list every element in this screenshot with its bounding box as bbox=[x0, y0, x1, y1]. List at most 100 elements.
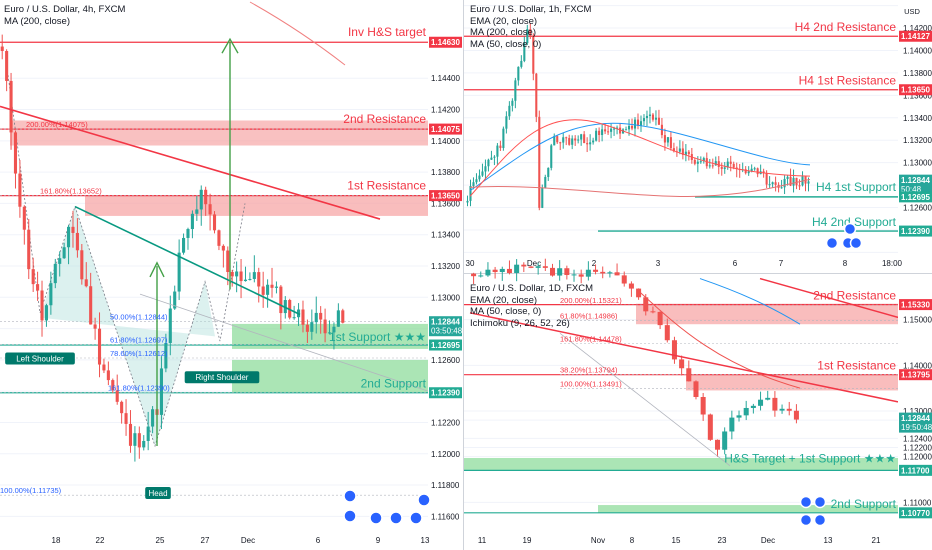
candle-1h-body bbox=[732, 163, 735, 168]
candle-1h-body bbox=[604, 129, 607, 132]
candle-1h-body bbox=[541, 187, 544, 208]
candle-1h-body bbox=[508, 105, 511, 117]
candle-1h-body bbox=[636, 119, 640, 126]
time-axis-1d-x-tick: 11 bbox=[478, 536, 487, 545]
fib-4h-label: 50.00%(1.12844) bbox=[110, 313, 168, 322]
time-axis-4h-x-tick: 13 bbox=[421, 536, 430, 545]
pattern-label-text: Head bbox=[148, 489, 167, 498]
zigzag-4h bbox=[7, 75, 246, 448]
candle-1h-body bbox=[783, 178, 786, 188]
legend-4h: Euro / U.S. Dollar, 4h, FXCM MA (200, cl… bbox=[4, 4, 125, 27]
candle-1h-body bbox=[645, 115, 649, 119]
candle-1h-body bbox=[678, 148, 681, 152]
candle-4h-body bbox=[106, 370, 110, 381]
candle-1d-body bbox=[636, 288, 642, 298]
level-4h-label: Inv H&S target bbox=[348, 25, 427, 39]
candle-1h-body bbox=[807, 181, 810, 184]
candle-4h-body bbox=[9, 80, 13, 133]
price-axis-1h-tick: 1.13600 bbox=[903, 91, 932, 100]
candle-1h-body bbox=[556, 136, 559, 143]
zone-4h-2nd-resistance bbox=[10, 120, 428, 146]
event-flag-icon bbox=[799, 513, 813, 527]
candle-1h-body bbox=[711, 165, 714, 167]
candle-1h-body bbox=[771, 182, 774, 185]
candle-1d-body bbox=[679, 359, 685, 369]
candle-4h-body bbox=[71, 226, 75, 233]
candle-1d-body bbox=[571, 274, 577, 276]
candle-4h-body bbox=[159, 368, 163, 415]
candle-1d-body bbox=[549, 267, 556, 276]
candle-4h-body bbox=[151, 409, 155, 427]
candle-1d-body bbox=[506, 268, 512, 274]
price-axis-1h-tick: 1.13200 bbox=[903, 136, 932, 145]
candle-1h-body bbox=[747, 171, 750, 174]
candle-1d-body bbox=[750, 405, 756, 408]
time-axis-1h-x-tick: 6 bbox=[733, 259, 738, 268]
candle-4h-body bbox=[305, 324, 309, 332]
candle-1h-body bbox=[475, 179, 478, 183]
candle-4h-body bbox=[13, 132, 18, 174]
candle-1d-body bbox=[492, 269, 498, 273]
candle-1h-body bbox=[633, 119, 637, 129]
candle-1h-body bbox=[505, 116, 508, 129]
fib-1d-label: 61.80%(1.14986) bbox=[560, 311, 618, 320]
candle-1d-body bbox=[593, 269, 599, 272]
candle-4h-body bbox=[36, 284, 40, 291]
price-axis-1h-tick: 1.13400 bbox=[903, 114, 932, 123]
event-flag-icon bbox=[825, 236, 839, 250]
price-axis-1d-bg bbox=[898, 274, 932, 550]
candle-4h-body bbox=[89, 286, 93, 325]
level-4h-label: 2nd Resistance bbox=[343, 112, 426, 126]
candle-1d-body bbox=[664, 325, 670, 341]
time-axis-1d-x-tick: Dec bbox=[761, 536, 775, 545]
candle-4h-body bbox=[67, 226, 71, 248]
candle-1h-body bbox=[550, 145, 553, 168]
price-axis-4h-tick: 1.14400 bbox=[431, 74, 460, 83]
candle-1h-body bbox=[574, 138, 577, 141]
event-flag-icon bbox=[343, 489, 357, 503]
zone-1d-1st-resistance bbox=[686, 374, 898, 391]
candle-4h-body bbox=[235, 271, 239, 277]
candle-1h-body bbox=[526, 28, 529, 44]
price-axis-4h-tick: 1.12600 bbox=[431, 356, 460, 365]
ma-50-1h bbox=[469, 122, 811, 192]
candle-4h-body bbox=[177, 252, 181, 292]
time-axis-1h-x-tick: Dec bbox=[527, 259, 541, 268]
candle-1h-body bbox=[472, 182, 475, 187]
fib-4h-label: 100.00%(1.11735) bbox=[0, 486, 62, 495]
candle-4h-body bbox=[49, 283, 53, 306]
arrow-4h-height-head bbox=[149, 261, 165, 278]
candle-1d-body bbox=[542, 266, 548, 268]
pattern-label-badge bbox=[5, 352, 75, 365]
candle-4h-body bbox=[336, 310, 340, 327]
candle-1h-body bbox=[616, 127, 619, 129]
candle-1d-body bbox=[607, 272, 613, 274]
candle-1d-body bbox=[535, 266, 541, 268]
candle-4h-body bbox=[173, 291, 177, 309]
time-axis-1d-x-tick: Nov bbox=[591, 536, 605, 545]
candle-1h-body bbox=[654, 117, 657, 120]
1h-price-tag-label: 1.12695 bbox=[901, 193, 930, 202]
candle-4h-body bbox=[283, 300, 287, 314]
candle-1h-body bbox=[780, 187, 783, 189]
1d-price-tag bbox=[899, 507, 932, 519]
candle-4h-body bbox=[0, 46, 4, 52]
zone-4h-2nd-support bbox=[232, 359, 428, 393]
4h-price-tag bbox=[429, 190, 462, 202]
candle-4h-body bbox=[248, 278, 252, 280]
legend-4h-ma: MA (200, close) bbox=[4, 15, 70, 27]
time-axis-4h-x-tick: 6 bbox=[316, 536, 321, 545]
price-axis-4h-tick: 1.11800 bbox=[431, 481, 460, 490]
price-axis-4h-tick: 1.13200 bbox=[431, 262, 460, 271]
1h-price-tag bbox=[899, 30, 932, 42]
candle-1h-body bbox=[496, 145, 499, 157]
time-axis-4h-x-tick: 18 bbox=[52, 536, 61, 545]
time-axis-1d-x-tick: 23 bbox=[718, 536, 727, 545]
candle-4h-body bbox=[182, 237, 186, 253]
candle-1d-body bbox=[585, 269, 591, 277]
candle-4h-body bbox=[257, 272, 261, 287]
candle-1h-body bbox=[630, 125, 634, 129]
candle-4h-body bbox=[301, 309, 305, 325]
candle-1h-body bbox=[624, 129, 628, 131]
pattern-label-badge bbox=[145, 487, 171, 500]
